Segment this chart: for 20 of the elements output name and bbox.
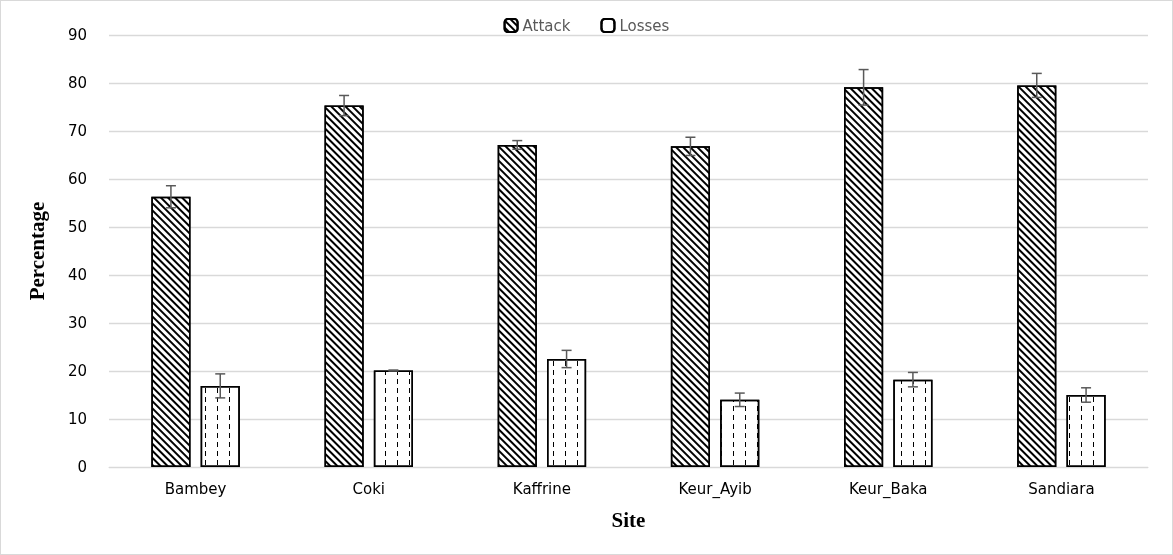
y-tick-label: 20 [67,362,87,380]
x-tick-label: Keur_Ayib [678,479,752,499]
y-tick-label: 0 [77,458,87,476]
y-axis-title: Percentage [24,201,49,301]
y-tick-label: 80 [67,74,87,92]
x-tick-label: Keur_Baka [848,479,928,499]
x-tick-label: Kaffrine [512,479,571,498]
x-tick-label: Bambey [164,479,227,498]
y-tick-label: 50 [67,218,87,236]
y-tick-label: 70 [67,122,87,140]
y-tick-label: 30 [67,314,87,332]
x-tick-label: Sandiara [1028,479,1095,498]
y-tick-label: 40 [67,266,87,284]
x-tick-label: Coki [352,479,386,498]
y-tick-label: 10 [67,410,87,428]
y-tick-label: 60 [67,170,87,188]
y-tick-label: 90 [67,26,87,44]
legend-label: Attack [522,16,571,35]
x-axis-title: Site [611,507,646,532]
legend-label: Losses [619,16,670,35]
